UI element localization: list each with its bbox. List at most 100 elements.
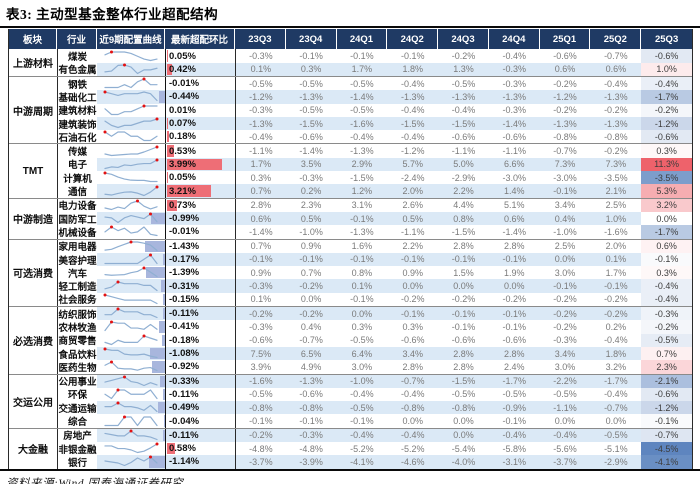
negative-data-bar [163, 308, 165, 320]
quarter-cell-25Q1: -0.1% [539, 279, 591, 293]
quarter-cell-24Q2: 0.3% [402, 321, 423, 332]
table-row: 汽车 -1.39% 0.9% 0.7% 0.8% 0.9% 1.5% 1.9% 3.0% 1.7%… [9, 266, 692, 280]
quarter-cell-24Q3: -0.6% [451, 131, 476, 142]
quarter-cell-24Q1: -1.4% [336, 90, 388, 104]
quarter-cell-24Q2: 0.0% [402, 416, 423, 427]
quarter-cell-25Q3: -0.7% [641, 428, 692, 442]
negative-data-bar [159, 321, 165, 333]
industry-cell: 轻工制造 [57, 279, 97, 293]
quarter-cell-24Q3: 1.3% [438, 62, 489, 76]
allocation-sparkline [104, 199, 158, 210]
industry-cell: 社会服务 [57, 292, 97, 307]
table-row: 轻工制造 -0.31% -0.3% -0.2% 0.1% 0.0% 0.0% 0.0% -0.1… [9, 279, 692, 293]
latest-change-cell: -0.31% [165, 279, 235, 293]
quarter-cell-25Q1: 3.4% [554, 200, 576, 211]
table-row: 公用事业 -0.33% -1.6% -1.3% -1.0% -0.7% -1.5% -1.7%… [9, 374, 692, 388]
negative-data-bar [162, 253, 165, 266]
sparkline-cell [97, 266, 165, 279]
quarter-cell-24Q4: 2.8% [488, 346, 540, 361]
latest-change-cell: -0.04% [165, 414, 235, 428]
quarter-cell-24Q4: -0.5% [502, 389, 527, 400]
quarter-cell-24Q1: 1.6% [351, 241, 373, 252]
quarter-cell-25Q1: -2.2% [539, 374, 591, 388]
quarter-cell-24Q2: -0.4% [400, 105, 425, 116]
quarter-cell-25Q2: 1.8% [590, 346, 642, 361]
quarter-cell-24Q2: 2.8% [402, 361, 423, 372]
quarter-cell-24Q3: 2.8% [438, 346, 489, 361]
column-header-latest: 最新超配环比 [165, 29, 235, 50]
quarter-cell-24Q3: -0.1% [438, 252, 489, 267]
sparkline-cell [97, 184, 165, 198]
positive-data-bar [166, 158, 223, 171]
industry-cell: 传媒 [57, 144, 97, 158]
latest-change-cell: -0.99% [165, 211, 235, 226]
quarter-cell-24Q1: 3.1% [351, 200, 373, 211]
sector-cell: 交运公用 [13, 397, 53, 409]
table-row: 电力设备 0.73% 2.8% 2.3% 3.1% 2.6% 4.4% 5.1% 3.4% 2.5… [9, 198, 692, 212]
allocation-sparkline [103, 90, 158, 102]
quarter-cell-24Q3: -1.5% [451, 226, 476, 237]
quarter-cell-25Q1: -0.8% [553, 131, 577, 142]
quarter-cell-23Q4: -0.6% [299, 389, 323, 400]
table-body: 上游材料 煤炭 0.05% -0.3% -0.1% -0.1% -0.1% -0.2% -0.4… [9, 49, 692, 469]
sparkline-cell [97, 144, 165, 157]
sparkline-cell [97, 199, 165, 212]
latest-change-cell: -0.41% [165, 320, 235, 334]
quarter-cell-25Q2: -0.4% [604, 335, 628, 346]
table-row: 机械设备 -0.01% -1.4% -1.0% -1.3% -1.1% -1.5% -1.4%… [9, 225, 692, 239]
quarter-cell-24Q3: -0.1% [438, 307, 489, 321]
quarter-cell-24Q3: -0.6% [451, 335, 476, 346]
sparkline-max-dot [110, 50, 113, 54]
quarter-cell-24Q4: -0.6% [502, 131, 527, 142]
latest-change-cell: 0.42% [165, 62, 235, 76]
quarter-cell-24Q2: -1.5% [387, 116, 439, 131]
quarter-cell-25Q1: -0.7% [553, 146, 577, 157]
sparkline-cell [97, 252, 165, 267]
quarter-cell-25Q2: -0.1% [590, 279, 642, 293]
quarter-cell-24Q2: -1.2% [400, 146, 425, 157]
quarter-cell-24Q1: -0.5% [350, 335, 374, 346]
latest-change-cell: 0.05% [165, 171, 235, 185]
quarter-cell-25Q3: 0.3% [641, 266, 692, 280]
column-header-sector: 板块 [9, 29, 57, 50]
industry-cell: 电力设备 [57, 198, 97, 212]
latest-change-cell: 0.18% [165, 130, 235, 144]
sparkline-cell [97, 49, 165, 62]
quarter-cell-23Q4: 3.5% [285, 157, 337, 172]
latest-change-value: -0.11% [169, 429, 199, 441]
industry-cell: 家用电器 [57, 239, 97, 253]
negative-data-bar [160, 375, 165, 387]
quarter-cell-24Q3: -4.0% [438, 455, 489, 469]
sparkline-max-dot [110, 320, 113, 324]
latest-change-cell: 0.05% [165, 49, 235, 63]
sparkline-cell [97, 77, 165, 90]
sparkline-cell [97, 225, 165, 238]
quarter-cell-25Q1: -0.1% [539, 184, 591, 198]
sparkline-max-dot [123, 415, 126, 419]
quarter-cell-24Q1: 3.0% [351, 361, 373, 372]
quarter-cell-24Q1: -0.4% [350, 131, 374, 142]
quarter-cell-24Q3: -1.3% [438, 90, 489, 104]
table-row: 建筑装饰 0.07% -1.3% -1.5% -1.6% -1.5% -1.5% -1.4% -… [9, 116, 692, 131]
sparkline-max-dot [155, 145, 159, 149]
table-row: 环保 -0.11% -0.5% -0.6% -0.4% -0.4% -0.5% -0.5% -0… [9, 387, 692, 402]
quarter-cell-25Q1: -1.0% [553, 226, 577, 237]
quarter-cell-25Q2: -1.6% [604, 226, 628, 237]
quarter-cell-25Q3: -0.6% [641, 130, 692, 144]
quarter-cell-24Q4: -3.1% [488, 455, 540, 469]
quarter-cell-23Q3: -0.3% [235, 320, 286, 334]
latest-change-cell: -0.11% [165, 307, 235, 321]
sparkline-cell [97, 240, 165, 253]
negative-data-bar [164, 415, 165, 427]
table-row: 银行 -1.14% -3.7% -3.9% -4.1% -4.6% -4.0% -3.1% -3… [9, 455, 692, 469]
industry-cell: 美容护理 [57, 252, 97, 267]
quarter-cell-24Q4: -0.1% [488, 252, 540, 267]
quarter-cell-25Q3: 0.6% [641, 239, 692, 253]
industry-cell: 商贸零售 [57, 333, 97, 347]
allocation-sparkline [104, 145, 159, 156]
quarter-cell-25Q2: 0.6% [590, 62, 642, 76]
table-row: 传媒 0.53% -1.1% -1.4% -1.3% -1.2% -1.1% -1.1% -0.… [9, 144, 692, 158]
quarter-cell-24Q1: 2.9% [336, 157, 388, 172]
latest-change-cell: -0.18% [165, 333, 235, 347]
